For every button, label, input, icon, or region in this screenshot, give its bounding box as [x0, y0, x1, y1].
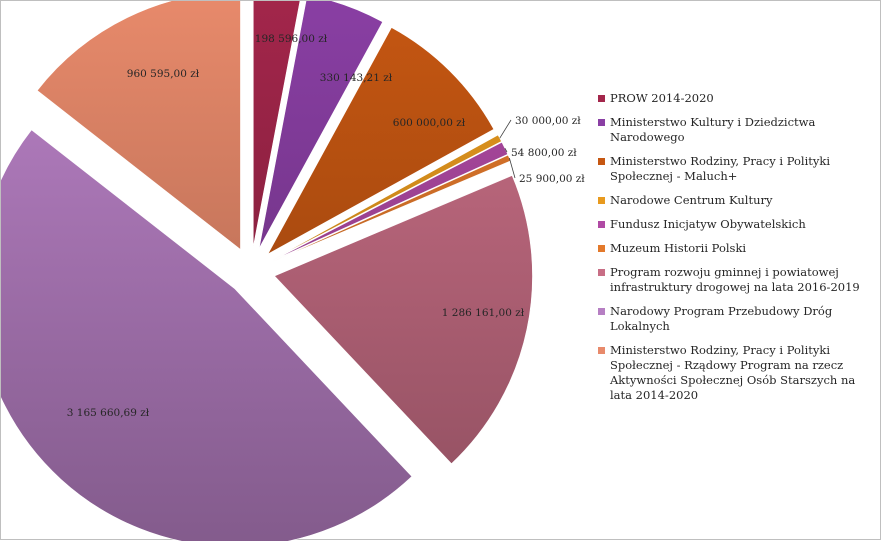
- legend-swatch: [598, 269, 605, 276]
- legend-swatch: [598, 119, 605, 126]
- legend-swatch: [598, 197, 605, 204]
- pie-slice[interactable]: [267, 27, 495, 255]
- legend-swatch: [598, 221, 605, 228]
- legend-entry[interactable]: Narodowe Centrum Kultury: [598, 193, 876, 208]
- legend-entry[interactable]: Narodowy Program Przebudowy Dróg Lokalny…: [598, 304, 876, 334]
- data-label: 960 595,00 zł: [127, 68, 200, 80]
- legend-entry[interactable]: Ministerstwo Rodziny, Pracy i Polityki S…: [598, 343, 876, 403]
- legend-label: Ministerstwo Kultury i Dziedzictwa Narod…: [610, 115, 816, 144]
- legend-entry[interactable]: PROW 2014-2020: [598, 91, 876, 106]
- legend-label: Ministerstwo Rodziny, Pracy i Polityki S…: [610, 343, 856, 402]
- legend-entry[interactable]: Ministerstwo Kultury i Dziedzictwa Narod…: [598, 115, 876, 145]
- pie-slice[interactable]: [252, 1, 301, 248]
- leader-line: [508, 157, 516, 179]
- pie-slice[interactable]: [272, 154, 512, 262]
- legend-swatch: [598, 347, 605, 354]
- legend-swatch: [598, 245, 605, 252]
- legend-label: Narodowy Program Przebudowy Dróg Lokalny…: [610, 304, 833, 333]
- data-label: 198 596,00 zł: [255, 33, 328, 45]
- legend-entry[interactable]: Fundusz Inicjatyw Obywatelskich: [598, 217, 876, 232]
- legend-entry[interactable]: Program rozwoju gminnej i powiatowej inf…: [598, 265, 876, 295]
- leader-line: [504, 148, 508, 153]
- legend-entry[interactable]: Muzeum Historii Polski: [598, 241, 876, 256]
- data-label: 25 900,00 zł: [519, 173, 585, 185]
- legend-label: PROW 2014-2020: [610, 91, 714, 105]
- pie-slice[interactable]: [273, 175, 533, 465]
- leader-line: [499, 119, 512, 139]
- legend-label: Program rozwoju gminnej i powiatowej inf…: [610, 265, 860, 294]
- legend-entry[interactable]: Ministerstwo Rodziny, Pracy i Polityki S…: [598, 154, 876, 184]
- data-label: 30 000,00 zł: [515, 115, 581, 127]
- data-label: 1 286 161,00 zł: [442, 307, 525, 319]
- pie-slice[interactable]: [36, 1, 241, 251]
- legend-label: Narodowe Centrum Kultury: [610, 193, 773, 207]
- data-label: 54 800,00 zł: [511, 147, 577, 159]
- pie-slice[interactable]: [272, 134, 502, 260]
- legend-swatch: [598, 308, 605, 315]
- data-label: 600 000,00 zł: [393, 117, 466, 129]
- legend-label: Fundusz Inicjatyw Obywatelskich: [610, 217, 806, 231]
- data-label: 3 165 660,69 zł: [67, 407, 150, 419]
- legend-swatch: [598, 158, 605, 165]
- legend-label: Ministerstwo Rodziny, Pracy i Polityki S…: [610, 154, 831, 183]
- legend-swatch: [598, 95, 605, 102]
- legend-label: Muzeum Historii Polski: [610, 241, 747, 255]
- data-label: 330 143,21 zł: [320, 72, 393, 84]
- legend: PROW 2014-2020 Ministerstwo Kultury i Dzi…: [598, 91, 876, 412]
- pie-slice[interactable]: [1, 129, 413, 541]
- pie-slice[interactable]: [258, 1, 384, 249]
